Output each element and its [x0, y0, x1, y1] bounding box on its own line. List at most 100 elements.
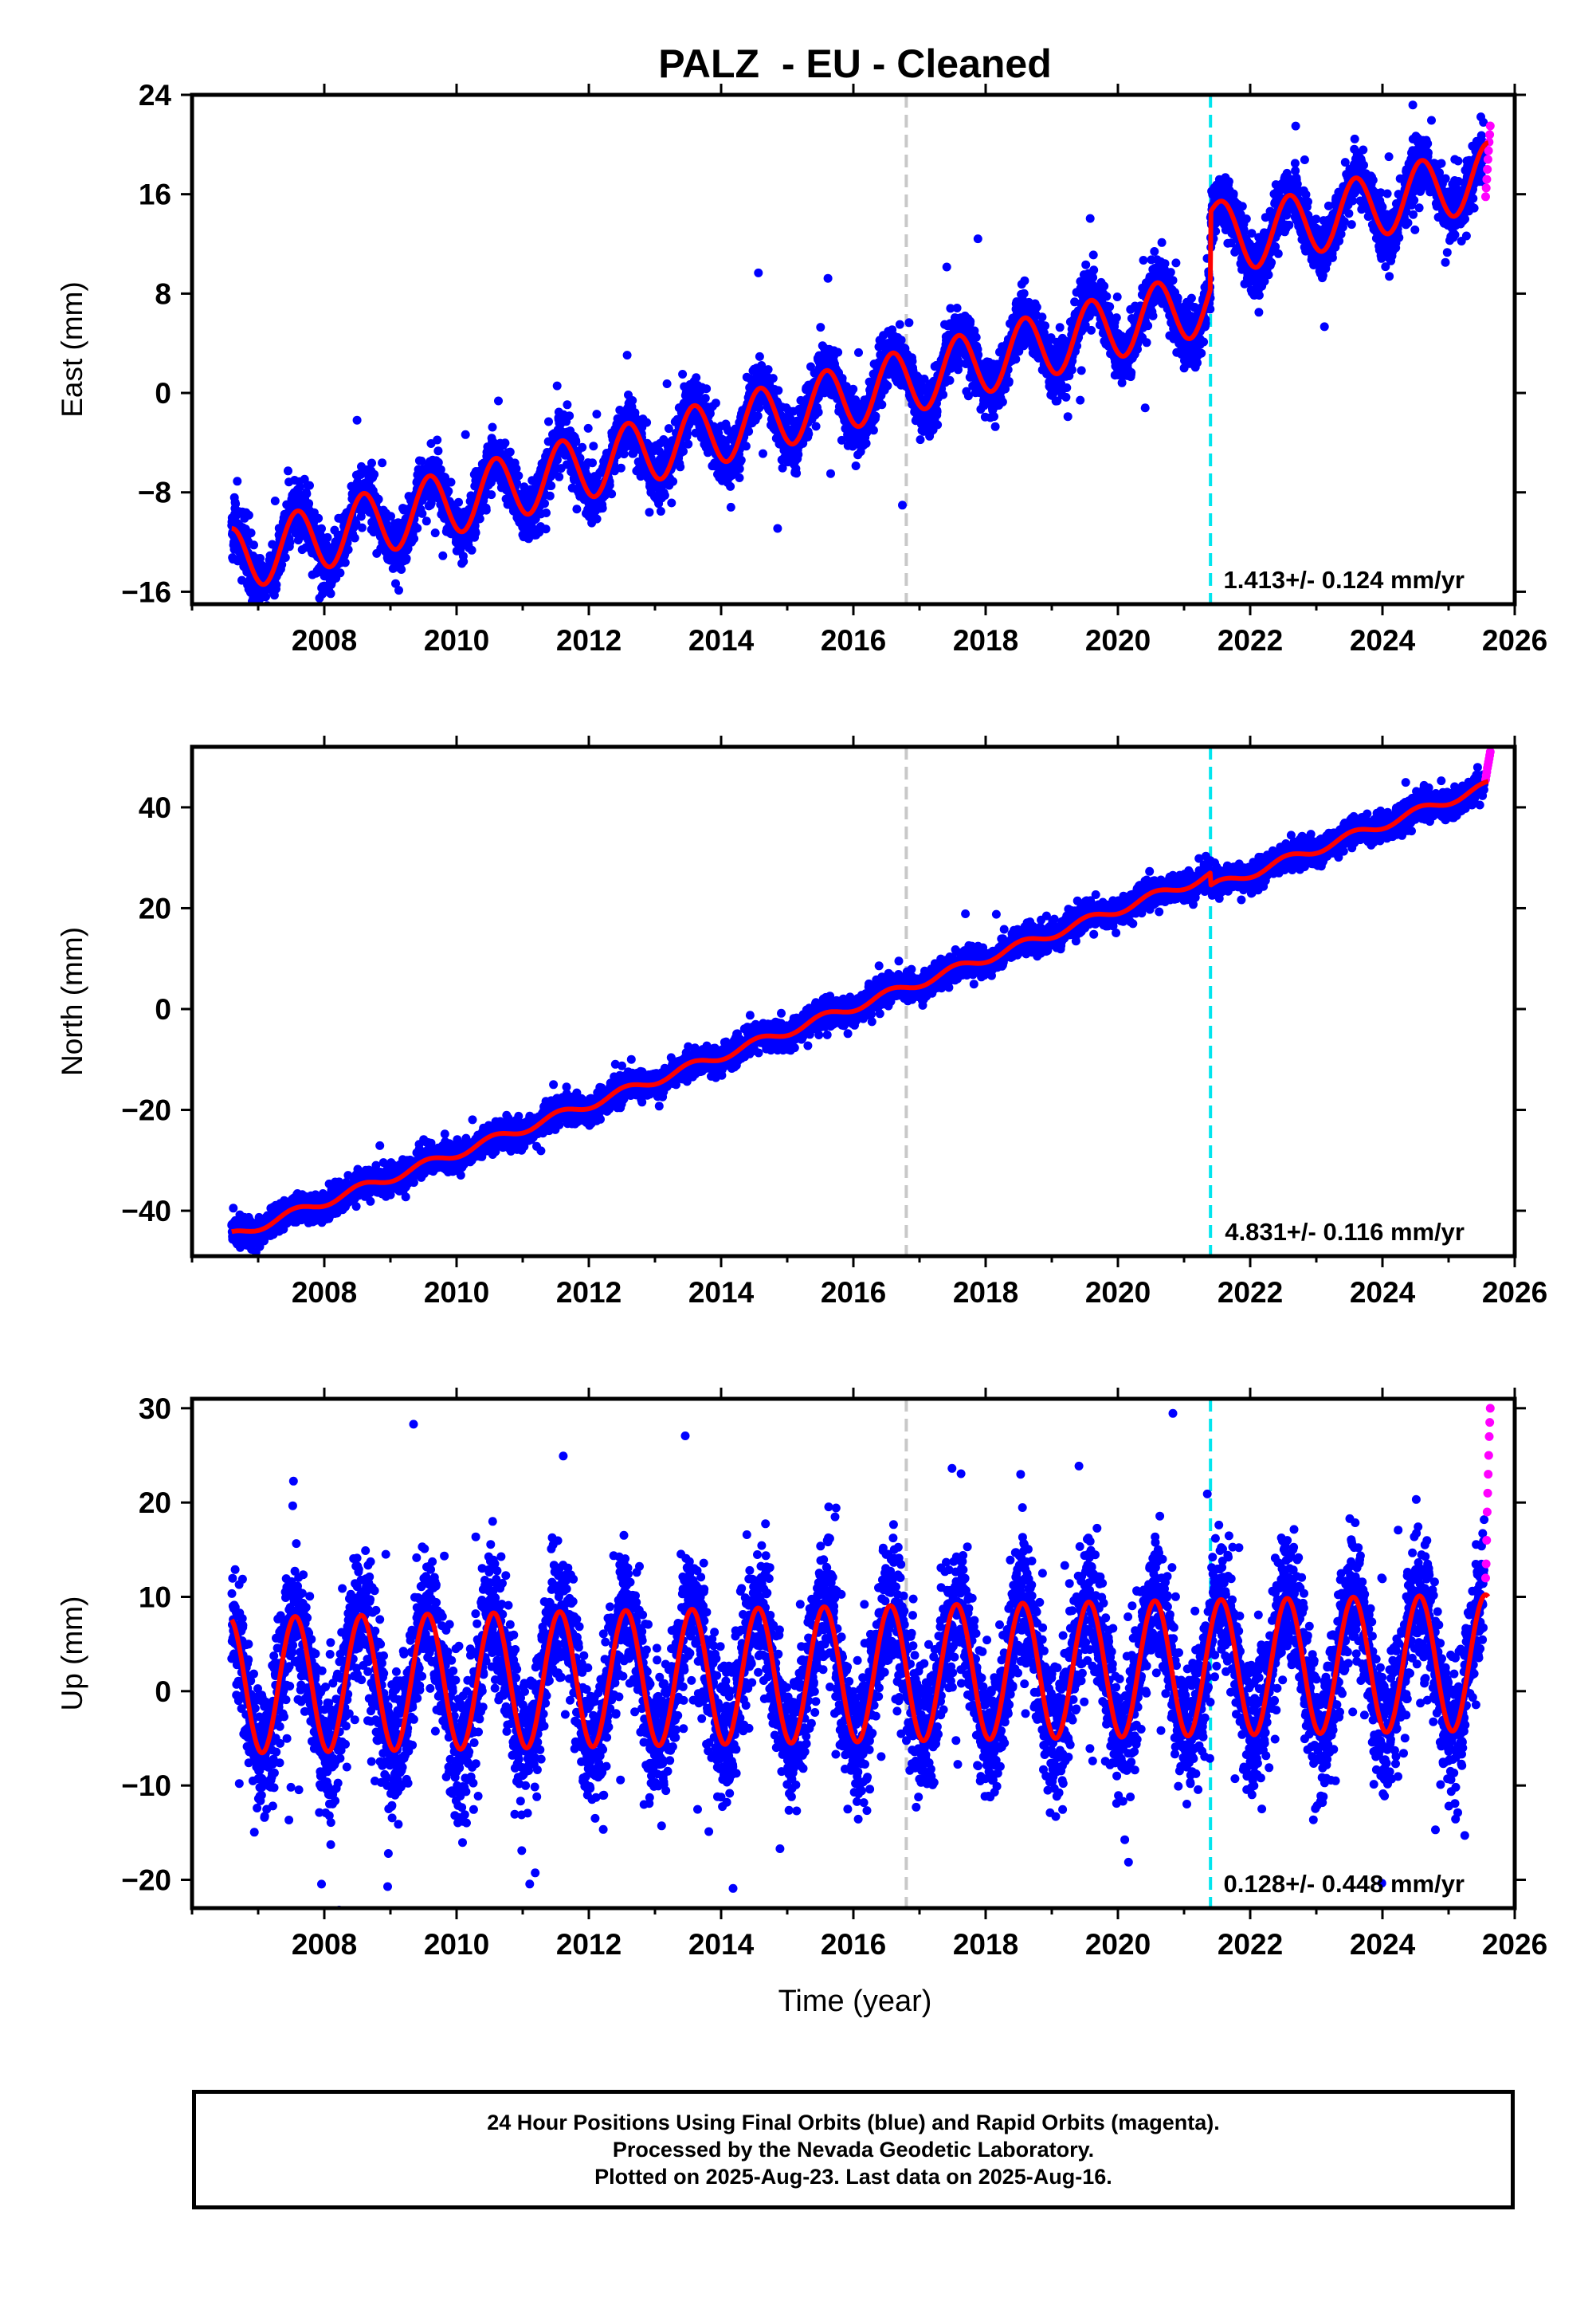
- data-point: [545, 491, 555, 501]
- data-point: [433, 446, 443, 456]
- data-point: [702, 384, 712, 394]
- data-point: [272, 580, 281, 590]
- data-point: [418, 509, 427, 518]
- data-point: [394, 586, 403, 595]
- data-point: [616, 463, 625, 473]
- data-point: [759, 449, 767, 458]
- data-point: [669, 477, 678, 486]
- data-point: [945, 375, 955, 385]
- data-point: [356, 512, 366, 521]
- data-point: [500, 438, 510, 448]
- data-point: [895, 320, 904, 329]
- data-point: [338, 666, 347, 675]
- data-point: [305, 481, 314, 490]
- data-point: [459, 557, 469, 566]
- data-point: [244, 510, 253, 520]
- data-point: [438, 551, 448, 560]
- data-point: [370, 469, 379, 479]
- data-point: [1105, 302, 1115, 312]
- data-point: [1032, 302, 1041, 312]
- data-point: [939, 390, 948, 399]
- data-point: [323, 532, 332, 542]
- data-point: [357, 523, 367, 532]
- data-point: [990, 412, 998, 422]
- data-point: [249, 540, 258, 550]
- data-point: [1062, 383, 1072, 392]
- data-point: [555, 472, 564, 481]
- data-point: [684, 439, 693, 449]
- data-point: [471, 528, 480, 537]
- data-point: [326, 589, 335, 599]
- data-point: [592, 410, 602, 419]
- data-point: [446, 477, 456, 487]
- data-point: [461, 430, 470, 439]
- data-point: [260, 613, 269, 622]
- data-point: [540, 499, 549, 509]
- data-point: [296, 482, 304, 492]
- data-point: [317, 524, 326, 533]
- data-point: [1076, 395, 1085, 405]
- data-point: [261, 592, 270, 602]
- data-point: [768, 374, 778, 383]
- data-point: [1112, 293, 1122, 301]
- data-point: [711, 399, 720, 408]
- data-point: [877, 400, 887, 410]
- data-point: [391, 579, 400, 588]
- data-point: [475, 514, 484, 524]
- data-point: [436, 465, 445, 474]
- data-point: [736, 455, 746, 465]
- data-point: [1088, 273, 1098, 282]
- data-point: [454, 497, 463, 507]
- data-point: [1061, 392, 1071, 402]
- data-point: [932, 407, 942, 417]
- data-point: [262, 605, 271, 614]
- data-point: [335, 568, 345, 578]
- data-point: [410, 534, 419, 544]
- data-point: [804, 429, 814, 438]
- data-point: [755, 351, 764, 361]
- data-point: [246, 528, 256, 538]
- data-point: [1100, 281, 1109, 291]
- data-point: [544, 417, 553, 426]
- data-point: [678, 370, 688, 379]
- data-point: [861, 438, 871, 448]
- data-point: [966, 316, 975, 326]
- data-point: [1089, 265, 1099, 275]
- data-point: [933, 420, 943, 430]
- data-point: [542, 509, 551, 517]
- data-point: [883, 381, 892, 391]
- data-point: [700, 394, 710, 403]
- data-point: [816, 323, 825, 332]
- data-point: [726, 481, 735, 491]
- data-point: [487, 490, 496, 500]
- data-point: [422, 516, 431, 526]
- data-point: [231, 499, 241, 509]
- data-point: [1067, 365, 1076, 375]
- data-point: [998, 397, 1007, 406]
- data-point: [735, 473, 744, 482]
- data-point: [304, 499, 314, 509]
- data-point: [871, 411, 880, 421]
- data-point: [664, 424, 673, 434]
- data-point: [683, 429, 692, 438]
- data-point: [898, 501, 907, 510]
- data-point: [369, 528, 378, 537]
- data-point: [1112, 313, 1121, 323]
- data-point: [340, 558, 350, 567]
- data-point: [505, 447, 515, 457]
- data-point: [645, 508, 654, 517]
- data-point: [660, 491, 669, 500]
- data-point: [904, 318, 914, 328]
- data-point: [261, 677, 269, 685]
- data-point: [1055, 323, 1065, 332]
- data-point: [826, 469, 835, 478]
- data-point: [952, 304, 962, 312]
- data-point: [256, 554, 265, 563]
- data-point: [990, 422, 1000, 431]
- data-point: [811, 422, 821, 431]
- data-point: [1088, 250, 1098, 260]
- data-point: [302, 489, 312, 499]
- data-point: [378, 458, 387, 468]
- data-point: [583, 423, 593, 433]
